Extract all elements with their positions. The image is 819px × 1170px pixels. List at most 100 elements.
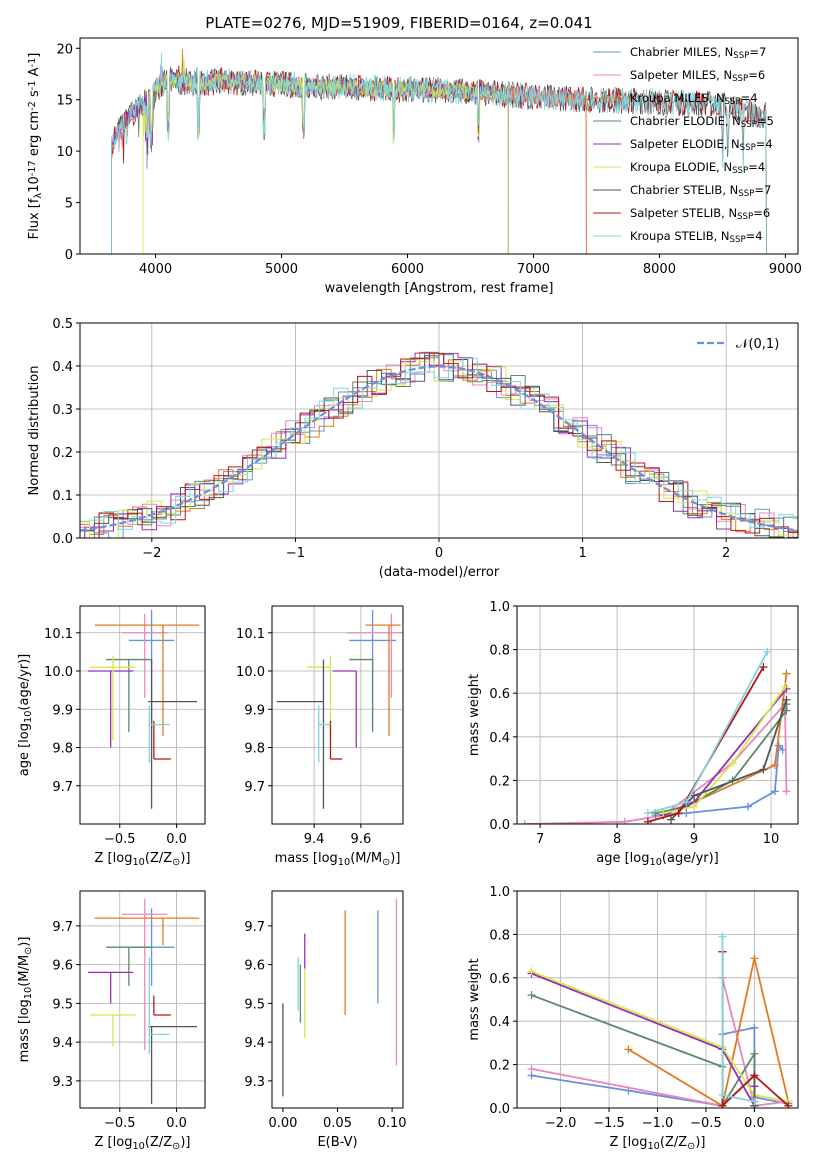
y-tick-label: 0.0 <box>489 818 510 833</box>
residuals-panel: −2 −1 0 1 2 0.0 0.1 0.2 0.3 0.4 0.5 (data-model)/er… <box>27 317 799 580</box>
y-tick-label: 0.5 <box>52 317 73 332</box>
weight-marker <box>718 1090 727 1099</box>
y-tick-label: 9.8 <box>52 742 73 757</box>
y-tick-label: 10.0 <box>236 665 265 680</box>
weight-marker <box>527 991 536 1000</box>
errorbar-chabrier_stelib <box>148 1025 198 1105</box>
weight-marker <box>770 787 779 796</box>
y-tick-label: 9.7 <box>244 920 265 935</box>
errorbar-salpeter_miles <box>122 898 168 1050</box>
x-tick-label: −0.5 <box>690 1116 722 1131</box>
y-tick-label: 0.4 <box>489 1015 510 1030</box>
x-tick-label: 0 <box>435 546 443 561</box>
weight-marker <box>750 1023 759 1032</box>
y-tick-label: 0.0 <box>52 532 73 547</box>
weight-marker <box>784 1101 793 1108</box>
y-tick-label: 9.8 <box>244 742 265 757</box>
x-tick-label: 0.10 <box>378 1116 407 1131</box>
errorbar-salpeter_stelib <box>329 720 343 760</box>
y-tick-label: 0.0 <box>489 1102 510 1117</box>
weight-marker <box>643 817 652 824</box>
y-tick-label: 0.2 <box>489 774 510 789</box>
y-tick-label: 9.5 <box>244 997 265 1012</box>
weight-marker <box>674 809 683 818</box>
y-tick-label: 0.3 <box>52 403 73 418</box>
legend-label: 𝒩(0,1) <box>736 337 779 352</box>
weight-vs-age-panel: 7 8 9 10 0.0 0.2 0.4 0.6 0.8 1.0 age [log10(age/yr… <box>467 600 799 868</box>
y-tick-label: 0.6 <box>489 972 510 987</box>
x-tick-label: 0.00 <box>268 1116 297 1131</box>
errorbars <box>87 898 200 1105</box>
x-tick-label: 2 <box>722 546 730 561</box>
weight-marker <box>659 809 668 818</box>
y-tick-label: 0.8 <box>489 928 510 943</box>
legend-label: Salpeter MILES, NSSP=6 <box>630 68 765 84</box>
weight-line-kroupa_miles <box>627 958 790 1108</box>
weight-marker <box>780 682 789 691</box>
errorbar-chabrier_stelib <box>276 659 325 809</box>
weight-marker <box>750 1097 759 1106</box>
x-tick-label: 9 <box>690 832 698 847</box>
histogram-chabrier_stelib <box>80 355 798 538</box>
y-tick-label: 10.1 <box>236 627 265 642</box>
errorbar-kroupa_stelib <box>148 956 170 1054</box>
weight-marker <box>750 954 759 963</box>
x-tick-label: 6000 <box>391 262 424 277</box>
x-tick-label: 4000 <box>139 262 172 277</box>
x-tick-label: 5000 <box>265 262 298 277</box>
weight-marker <box>763 647 772 656</box>
y-tick-label: 9.7 <box>52 780 73 795</box>
x-tick-label: −0.5 <box>104 1116 136 1131</box>
x-tick-label: 0.0 <box>166 1116 187 1131</box>
weight-marker <box>690 802 699 811</box>
errorbar-salpeter_elodie <box>332 670 357 748</box>
axes-frame <box>271 605 404 825</box>
x-axis-label: wavelength [Angstrom, rest frame] <box>325 281 554 296</box>
y-tick-label: 10.1 <box>44 627 73 642</box>
x-tick-label: 9.6 <box>351 832 372 847</box>
x-tick-label: 1 <box>578 546 586 561</box>
x-tick-label: −2.0 <box>545 1116 577 1131</box>
weight-marker <box>682 798 691 807</box>
y-tick-label: 0.1 <box>52 489 73 504</box>
errorbar-kroupa_stelib <box>318 705 331 763</box>
errorbar-salpeter_miles <box>122 613 168 698</box>
errorbars <box>282 898 398 1097</box>
weight-marker <box>750 1049 759 1058</box>
errorbars <box>87 609 200 809</box>
y-tick-label: 0 <box>65 248 73 263</box>
y-axis-label: Normed distribution <box>27 366 42 496</box>
weight-marker <box>774 741 783 750</box>
errorbars <box>276 609 403 809</box>
weight-marker <box>527 1064 536 1073</box>
weight-lines <box>520 647 791 824</box>
y-tick-label: 9.3 <box>52 1075 73 1090</box>
x-tick-label: 10 <box>763 832 780 847</box>
spectrum-legend: Chabrier MILES, NSSP=7 Salpeter MILES, NS… <box>593 45 774 245</box>
weight-marker <box>782 787 791 796</box>
weight-marker <box>759 765 768 774</box>
spectrum-title: PLATE=0276, MJD=51909, FIBERID=0164, z=0… <box>205 14 592 32</box>
weight-marker <box>718 1101 727 1108</box>
weight-line-salpeter_miles <box>524 701 788 824</box>
x-tick-label: −0.5 <box>104 832 136 847</box>
y-tick-label: 10 <box>56 145 73 160</box>
y-tick-label: 1.0 <box>489 885 510 900</box>
y-tick-label: 5 <box>65 197 73 212</box>
weight-marker <box>750 1071 759 1080</box>
x-tick-label: 7000 <box>517 262 550 277</box>
x-tick-label: 9000 <box>769 262 802 277</box>
y-tick-label: 9.4 <box>244 1036 265 1051</box>
errorbar-kroupa_miles <box>365 624 401 737</box>
errorbar-salpeter_elodie <box>87 971 134 1004</box>
weight-marker <box>520 820 529 824</box>
errorbar-salpeter_stelib <box>153 995 171 1016</box>
weight-marker <box>620 817 629 824</box>
x-axis-label: mass [log10(M/M⊙)] <box>275 851 401 868</box>
y-tick-label: 15 <box>56 94 73 109</box>
age-vs-metallicity-panel: −0.5 0.0 9.7 9.8 9.9 10.0 10.1 Z [log10(Z/Z⊙)] a… <box>17 605 206 868</box>
weight-lines <box>527 932 793 1108</box>
errorbar-chabrier_elodie <box>106 946 152 986</box>
x-axis-label: Z [log10(Z/Z⊙)] <box>95 1135 191 1152</box>
